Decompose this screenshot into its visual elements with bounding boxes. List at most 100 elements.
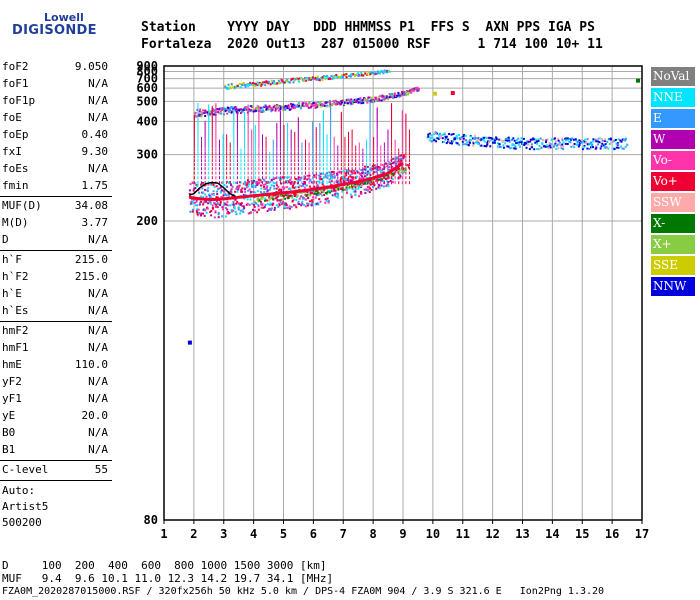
o-trace-point: [239, 202, 242, 205]
o-trace-point: [384, 162, 387, 165]
o-trace-point: [399, 176, 402, 179]
echo-streak-point: [269, 167, 271, 171]
echo-streak-point: [287, 124, 289, 128]
o-trace-point: [400, 154, 403, 157]
second-hop-point: [212, 110, 215, 113]
echo-streak-point: [387, 159, 389, 163]
echo-streak-point: [279, 176, 281, 180]
echo-streak-point: [351, 155, 353, 159]
echo-streak-point: [340, 159, 342, 163]
echo-streak-point: [315, 181, 317, 185]
second-hop-point: [380, 99, 383, 102]
echo-streak-point: [251, 142, 253, 146]
o-trace-point: [267, 208, 270, 211]
echo-streak-point: [305, 159, 307, 163]
echo-streak-point: [373, 151, 375, 155]
o-trace-point: [262, 206, 265, 209]
echo-streak-point: [373, 171, 375, 175]
o-trace-point: [359, 173, 362, 176]
spread-f-point: [431, 139, 434, 142]
o-trace-point: [285, 204, 288, 207]
echo-streak-point: [233, 148, 235, 152]
echo-streak-point: [276, 122, 278, 126]
o-trace-point: [312, 181, 315, 184]
o-trace-point: [202, 201, 205, 204]
echo-streak-point: [297, 151, 299, 155]
echo-streak-point: [208, 110, 210, 114]
echo-streak-point: [344, 142, 346, 146]
echo-streak-point: [258, 113, 260, 117]
echo-streak-point: [193, 171, 195, 175]
spread-f-point: [456, 137, 459, 140]
echo-streak-point: [330, 136, 332, 140]
echo-streak-point: [211, 139, 213, 143]
echo-streak-point: [254, 151, 256, 155]
second-hop-point: [384, 95, 387, 98]
o-trace-point: [194, 204, 197, 207]
echo-streak-point: [247, 155, 249, 159]
echo-streak-point: [229, 171, 231, 175]
echo-streak-point: [215, 103, 217, 107]
second-hop-point: [255, 109, 258, 112]
echo-streak-point: [326, 159, 328, 163]
echo-streak-point: [193, 129, 195, 133]
o-trace-point: [246, 182, 249, 185]
echo-streak-point: [319, 122, 321, 126]
o-trace-point: [194, 182, 197, 185]
second-hop-point: [281, 105, 284, 108]
o-trace-point: [269, 181, 272, 184]
o-trace-point: [301, 184, 304, 187]
echo-streak-point: [322, 145, 324, 149]
echo-streak-point: [326, 134, 328, 138]
multi-hop-point: [272, 80, 275, 83]
param-name: foF2: [2, 60, 29, 73]
second-hop-point: [357, 101, 360, 104]
multi-hop-point: [243, 83, 246, 86]
echo-streak-point: [222, 159, 224, 163]
echo-streak-point: [247, 163, 249, 167]
echo-streak-point: [283, 142, 285, 146]
o-trace-point: [299, 176, 302, 179]
echo-streak-point: [315, 171, 317, 175]
param-foep: foEp 0.40: [2, 126, 108, 143]
echo-streak-point: [283, 148, 285, 152]
second-hop-point: [340, 101, 343, 104]
echo-streak-point: [376, 122, 378, 126]
o-trace-point: [265, 187, 268, 190]
param-value: N/A: [88, 392, 108, 405]
multi-hop-point: [284, 79, 287, 82]
spread-f-point: [493, 141, 496, 144]
multi-hop-point: [352, 73, 355, 76]
o-trace-point: [297, 178, 300, 181]
spread-f-point: [581, 148, 584, 151]
multi-hop-point: [267, 82, 270, 85]
spread-f-point: [603, 146, 606, 149]
echo-streak-point: [208, 131, 210, 135]
spread-f-point: [546, 144, 549, 147]
multi-hop-point: [233, 87, 236, 90]
o-trace-point: [352, 190, 355, 193]
echo-streak-point: [294, 181, 296, 185]
param-value: N/A: [88, 233, 108, 246]
echo-streak-point: [405, 148, 407, 152]
param-ye: yE 20.0: [2, 407, 108, 424]
o-trace-point: [369, 187, 372, 190]
second-hop-point: [362, 101, 365, 104]
param-hme: hmE 110.0: [2, 356, 108, 373]
multi-hop-point: [236, 85, 239, 88]
echo-streak-point: [193, 148, 195, 152]
param-name: hmE: [2, 358, 22, 371]
second-hop-point: [387, 98, 390, 101]
spread-f-point: [529, 140, 532, 143]
second-hop-point: [336, 102, 339, 105]
multi-hop-point: [274, 82, 277, 85]
spread-f-point: [486, 140, 489, 143]
o-trace-point: [352, 172, 355, 175]
spread-f-point: [595, 146, 598, 149]
echo-streak-point: [251, 159, 253, 163]
o-trace-point: [395, 156, 398, 159]
echo-streak-point: [287, 129, 289, 133]
second-hop-point: [302, 102, 305, 105]
second-hop-point: [370, 101, 373, 104]
second-hop-point: [251, 105, 254, 108]
